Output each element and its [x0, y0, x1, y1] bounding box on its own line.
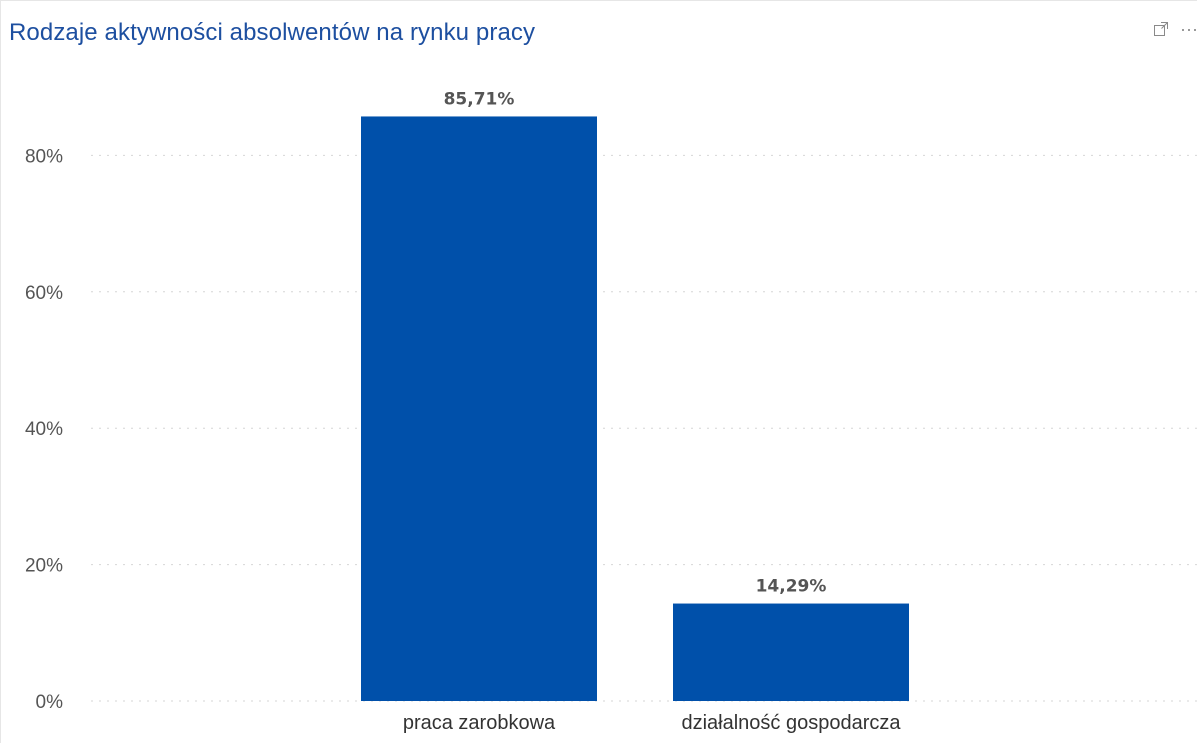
bar[interactable]: [361, 116, 597, 701]
x-category-label: działalność gospodarcza: [681, 712, 901, 734]
data-label: 85,71%: [444, 89, 515, 109]
bar[interactable]: [673, 603, 909, 701]
x-category-label: praca zarobkowa: [403, 712, 556, 734]
visual-header-actions: ···: [1153, 21, 1197, 37]
more-options-icon[interactable]: ···: [1181, 24, 1197, 34]
y-tick-label: 40%: [25, 419, 63, 440]
chart-title: Rodzaje aktywności absolwentów na rynku …: [9, 19, 536, 46]
y-tick-label: 0%: [36, 692, 64, 713]
focus-mode-icon[interactable]: [1153, 21, 1169, 37]
y-tick-label: 20%: [25, 556, 63, 577]
data-label: 14,29%: [756, 577, 827, 597]
y-tick-label: 80%: [25, 146, 63, 167]
y-tick-label: 60%: [25, 283, 63, 304]
